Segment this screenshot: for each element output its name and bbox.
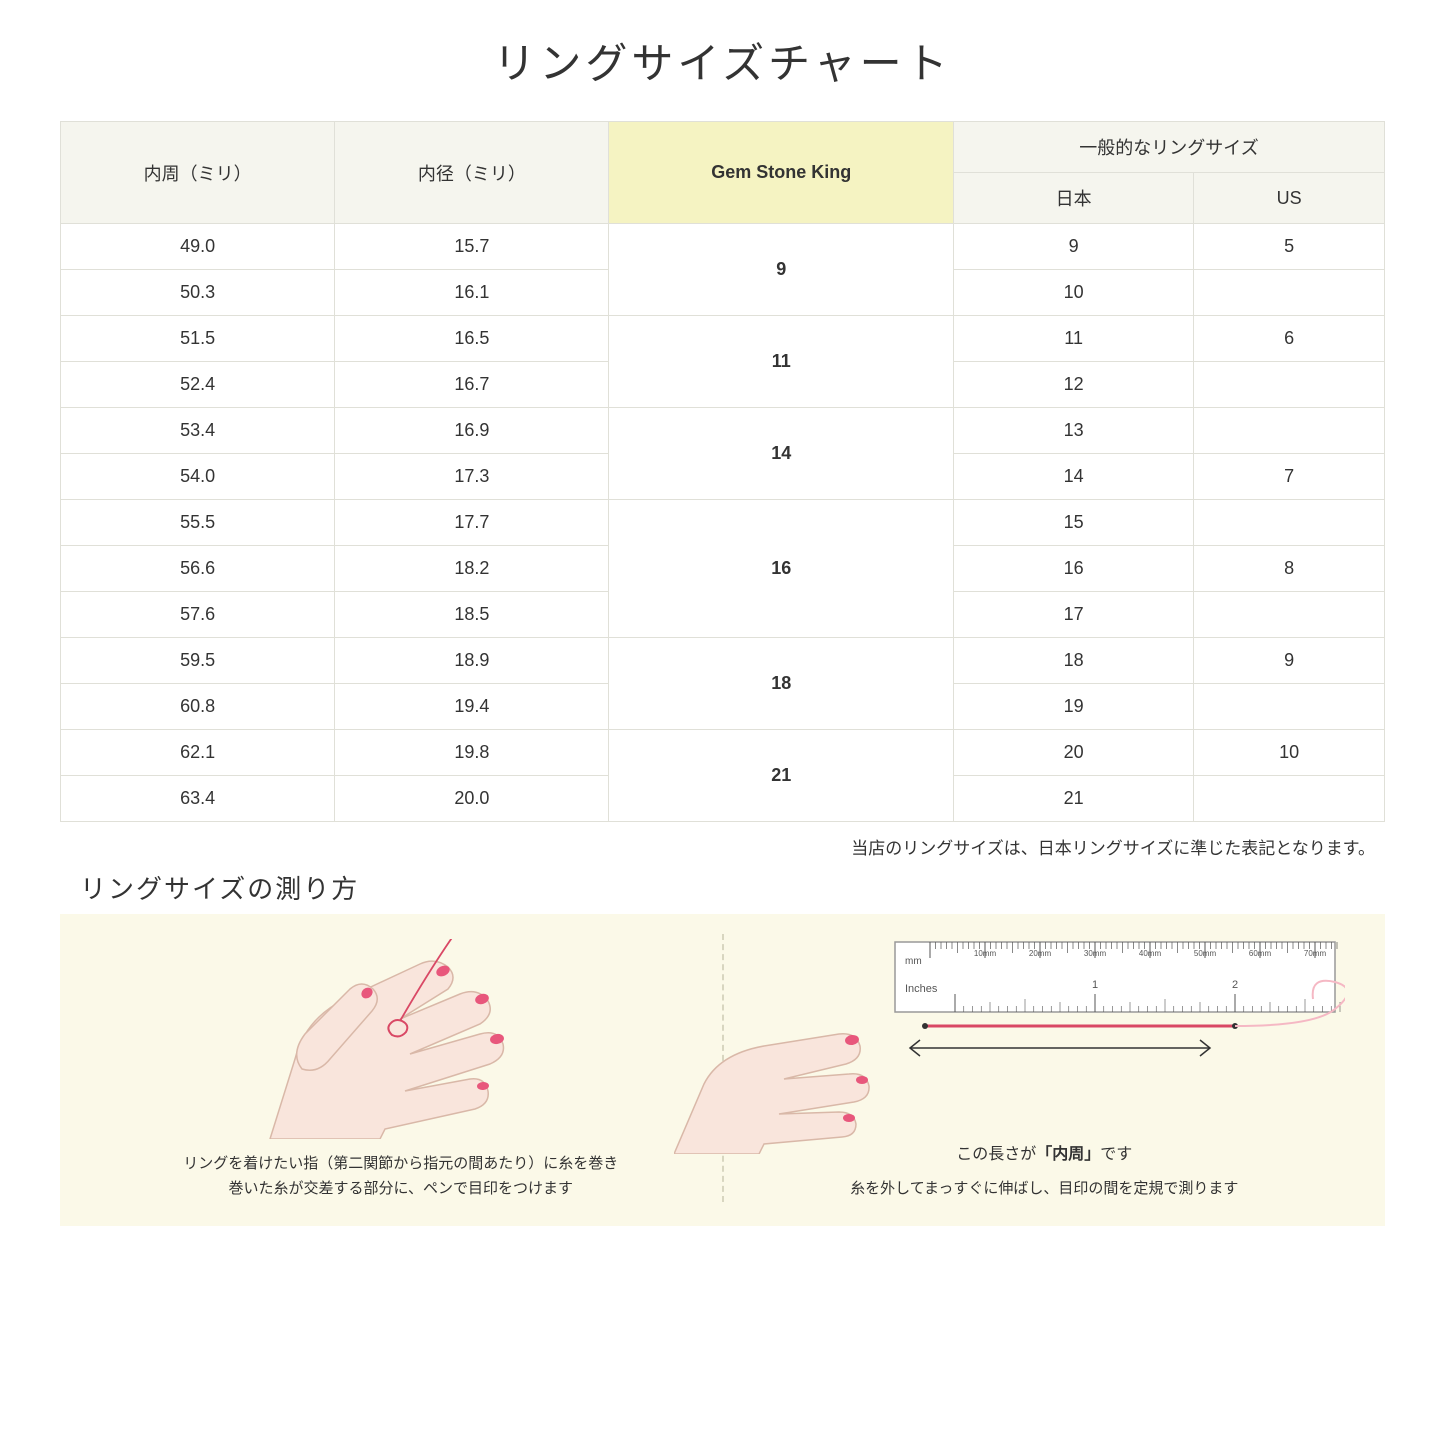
cell-dia: 16.5 (335, 316, 609, 362)
cell-dia: 16.1 (335, 270, 609, 316)
svg-text:40mm: 40mm (1139, 949, 1162, 958)
cell-dia: 18.9 (335, 638, 609, 684)
ruler-icon: mm Inches 10mm 20mm 30mm 40mm 50mm 60mm 70mm 1… (865, 934, 1345, 1034)
cell-jp: 15 (953, 500, 1193, 546)
page-title: リングサイズチャート (60, 30, 1385, 91)
cell-gsk: 16 (609, 500, 953, 638)
hand-with-thread-icon (90, 939, 710, 1139)
cell-us (1194, 362, 1385, 408)
cell-jp: 12 (953, 362, 1193, 408)
length-label: この長さが「内周」です (956, 1140, 1132, 1164)
cell-us: 10 (1194, 730, 1385, 776)
cell-circ: 57.6 (61, 592, 335, 638)
cell-jp: 19 (953, 684, 1193, 730)
cell-circ: 50.3 (61, 270, 335, 316)
table-row: 55.517.71615 (61, 500, 1385, 546)
cell-us: 7 (1194, 454, 1385, 500)
cell-us: 9 (1194, 638, 1385, 684)
cell-dia: 16.9 (335, 408, 609, 454)
cell-circ: 53.4 (61, 408, 335, 454)
table-row: 51.516.511116 (61, 316, 1385, 362)
howto-section: リングを着けたい指（第二関節から指元の間あたり）に糸を巻き巻いた糸が交差する部分… (60, 914, 1385, 1226)
cell-dia: 20.0 (335, 776, 609, 822)
cell-gsk: 11 (609, 316, 953, 408)
cell-dia: 16.7 (335, 362, 609, 408)
cell-us: 5 (1194, 224, 1385, 270)
svg-text:Inches: Inches (905, 983, 938, 995)
cell-gsk: 18 (609, 638, 953, 730)
howto-step-2: mm Inches 10mm 20mm 30mm 40mm 50mm 60mm 70mm 1… (734, 934, 1356, 1202)
cell-us (1194, 500, 1385, 546)
svg-text:30mm: 30mm (1084, 949, 1107, 958)
col-diameter: 内径（ミリ） (335, 122, 609, 224)
cell-us (1194, 270, 1385, 316)
cell-us (1194, 684, 1385, 730)
cell-circ: 49.0 (61, 224, 335, 270)
hand-holding-thread-icon (674, 1004, 894, 1154)
col-gemstone: Gem Stone King (609, 122, 953, 224)
svg-text:60mm: 60mm (1249, 949, 1272, 958)
svg-text:10mm: 10mm (974, 949, 997, 958)
cell-dia: 18.2 (335, 546, 609, 592)
table-row: 53.416.91413 (61, 408, 1385, 454)
cell-dia: 15.7 (335, 224, 609, 270)
cell-dia: 17.7 (335, 500, 609, 546)
cell-us (1194, 776, 1385, 822)
cell-circ: 56.6 (61, 546, 335, 592)
svg-text:2: 2 (1232, 979, 1238, 991)
cell-circ: 60.8 (61, 684, 335, 730)
cell-jp: 14 (953, 454, 1193, 500)
cell-gsk: 9 (609, 224, 953, 316)
table-note: 当店のリングサイズは、日本リングサイズに準じた表記となります。 (60, 834, 1385, 859)
svg-text:mm: mm (905, 956, 922, 967)
cell-jp: 16 (953, 546, 1193, 592)
cell-gsk: 14 (609, 408, 953, 500)
cell-jp: 17 (953, 592, 1193, 638)
svg-text:70mm: 70mm (1304, 949, 1327, 958)
cell-us (1194, 408, 1385, 454)
cell-us: 8 (1194, 546, 1385, 592)
cell-circ: 62.1 (61, 730, 335, 776)
col-us: US (1194, 173, 1385, 224)
step1-caption: リングを着けたい指（第二関節から指元の間あたり）に糸を巻き巻いた糸が交差する部分… (183, 1151, 618, 1202)
cell-jp: 9 (953, 224, 1193, 270)
cell-circ: 54.0 (61, 454, 335, 500)
cell-gsk: 21 (609, 730, 953, 822)
svg-text:20mm: 20mm (1029, 949, 1052, 958)
cell-jp: 21 (953, 776, 1193, 822)
howto-step-1: リングを着けたい指（第二関節から指元の間あたり）に糸を巻き巻いた糸が交差する部分… (90, 934, 712, 1202)
cell-dia: 19.4 (335, 684, 609, 730)
table-row: 59.518.918189 (61, 638, 1385, 684)
cell-circ: 55.5 (61, 500, 335, 546)
table-row: 62.119.8212010 (61, 730, 1385, 776)
cell-circ: 59.5 (61, 638, 335, 684)
cell-jp: 11 (953, 316, 1193, 362)
cell-dia: 18.5 (335, 592, 609, 638)
cell-circ: 51.5 (61, 316, 335, 362)
col-common: 一般的なリングサイズ (953, 122, 1384, 173)
cell-dia: 17.3 (335, 454, 609, 500)
ring-size-table: 内周（ミリ） 内径（ミリ） Gem Stone King 一般的なリングサイズ … (60, 121, 1385, 822)
col-japan: 日本 (953, 173, 1193, 224)
cell-dia: 19.8 (335, 730, 609, 776)
col-circumference: 内周（ミリ） (61, 122, 335, 224)
cell-circ: 63.4 (61, 776, 335, 822)
cell-circ: 52.4 (61, 362, 335, 408)
svg-text:1: 1 (1092, 979, 1098, 991)
cell-us (1194, 592, 1385, 638)
svg-text:50mm: 50mm (1194, 949, 1217, 958)
cell-jp: 18 (953, 638, 1193, 684)
cell-jp: 13 (953, 408, 1193, 454)
measure-arrow-icon (895, 1036, 1235, 1076)
cell-jp: 10 (953, 270, 1193, 316)
cell-jp: 20 (953, 730, 1193, 776)
table-row: 49.015.7995 (61, 224, 1385, 270)
howto-title: リングサイズの測り方 (80, 869, 1385, 906)
step2-caption: 糸を外してまっすぐに伸ばし、目印の間を定規で測ります (850, 1176, 1238, 1202)
cell-us: 6 (1194, 316, 1385, 362)
